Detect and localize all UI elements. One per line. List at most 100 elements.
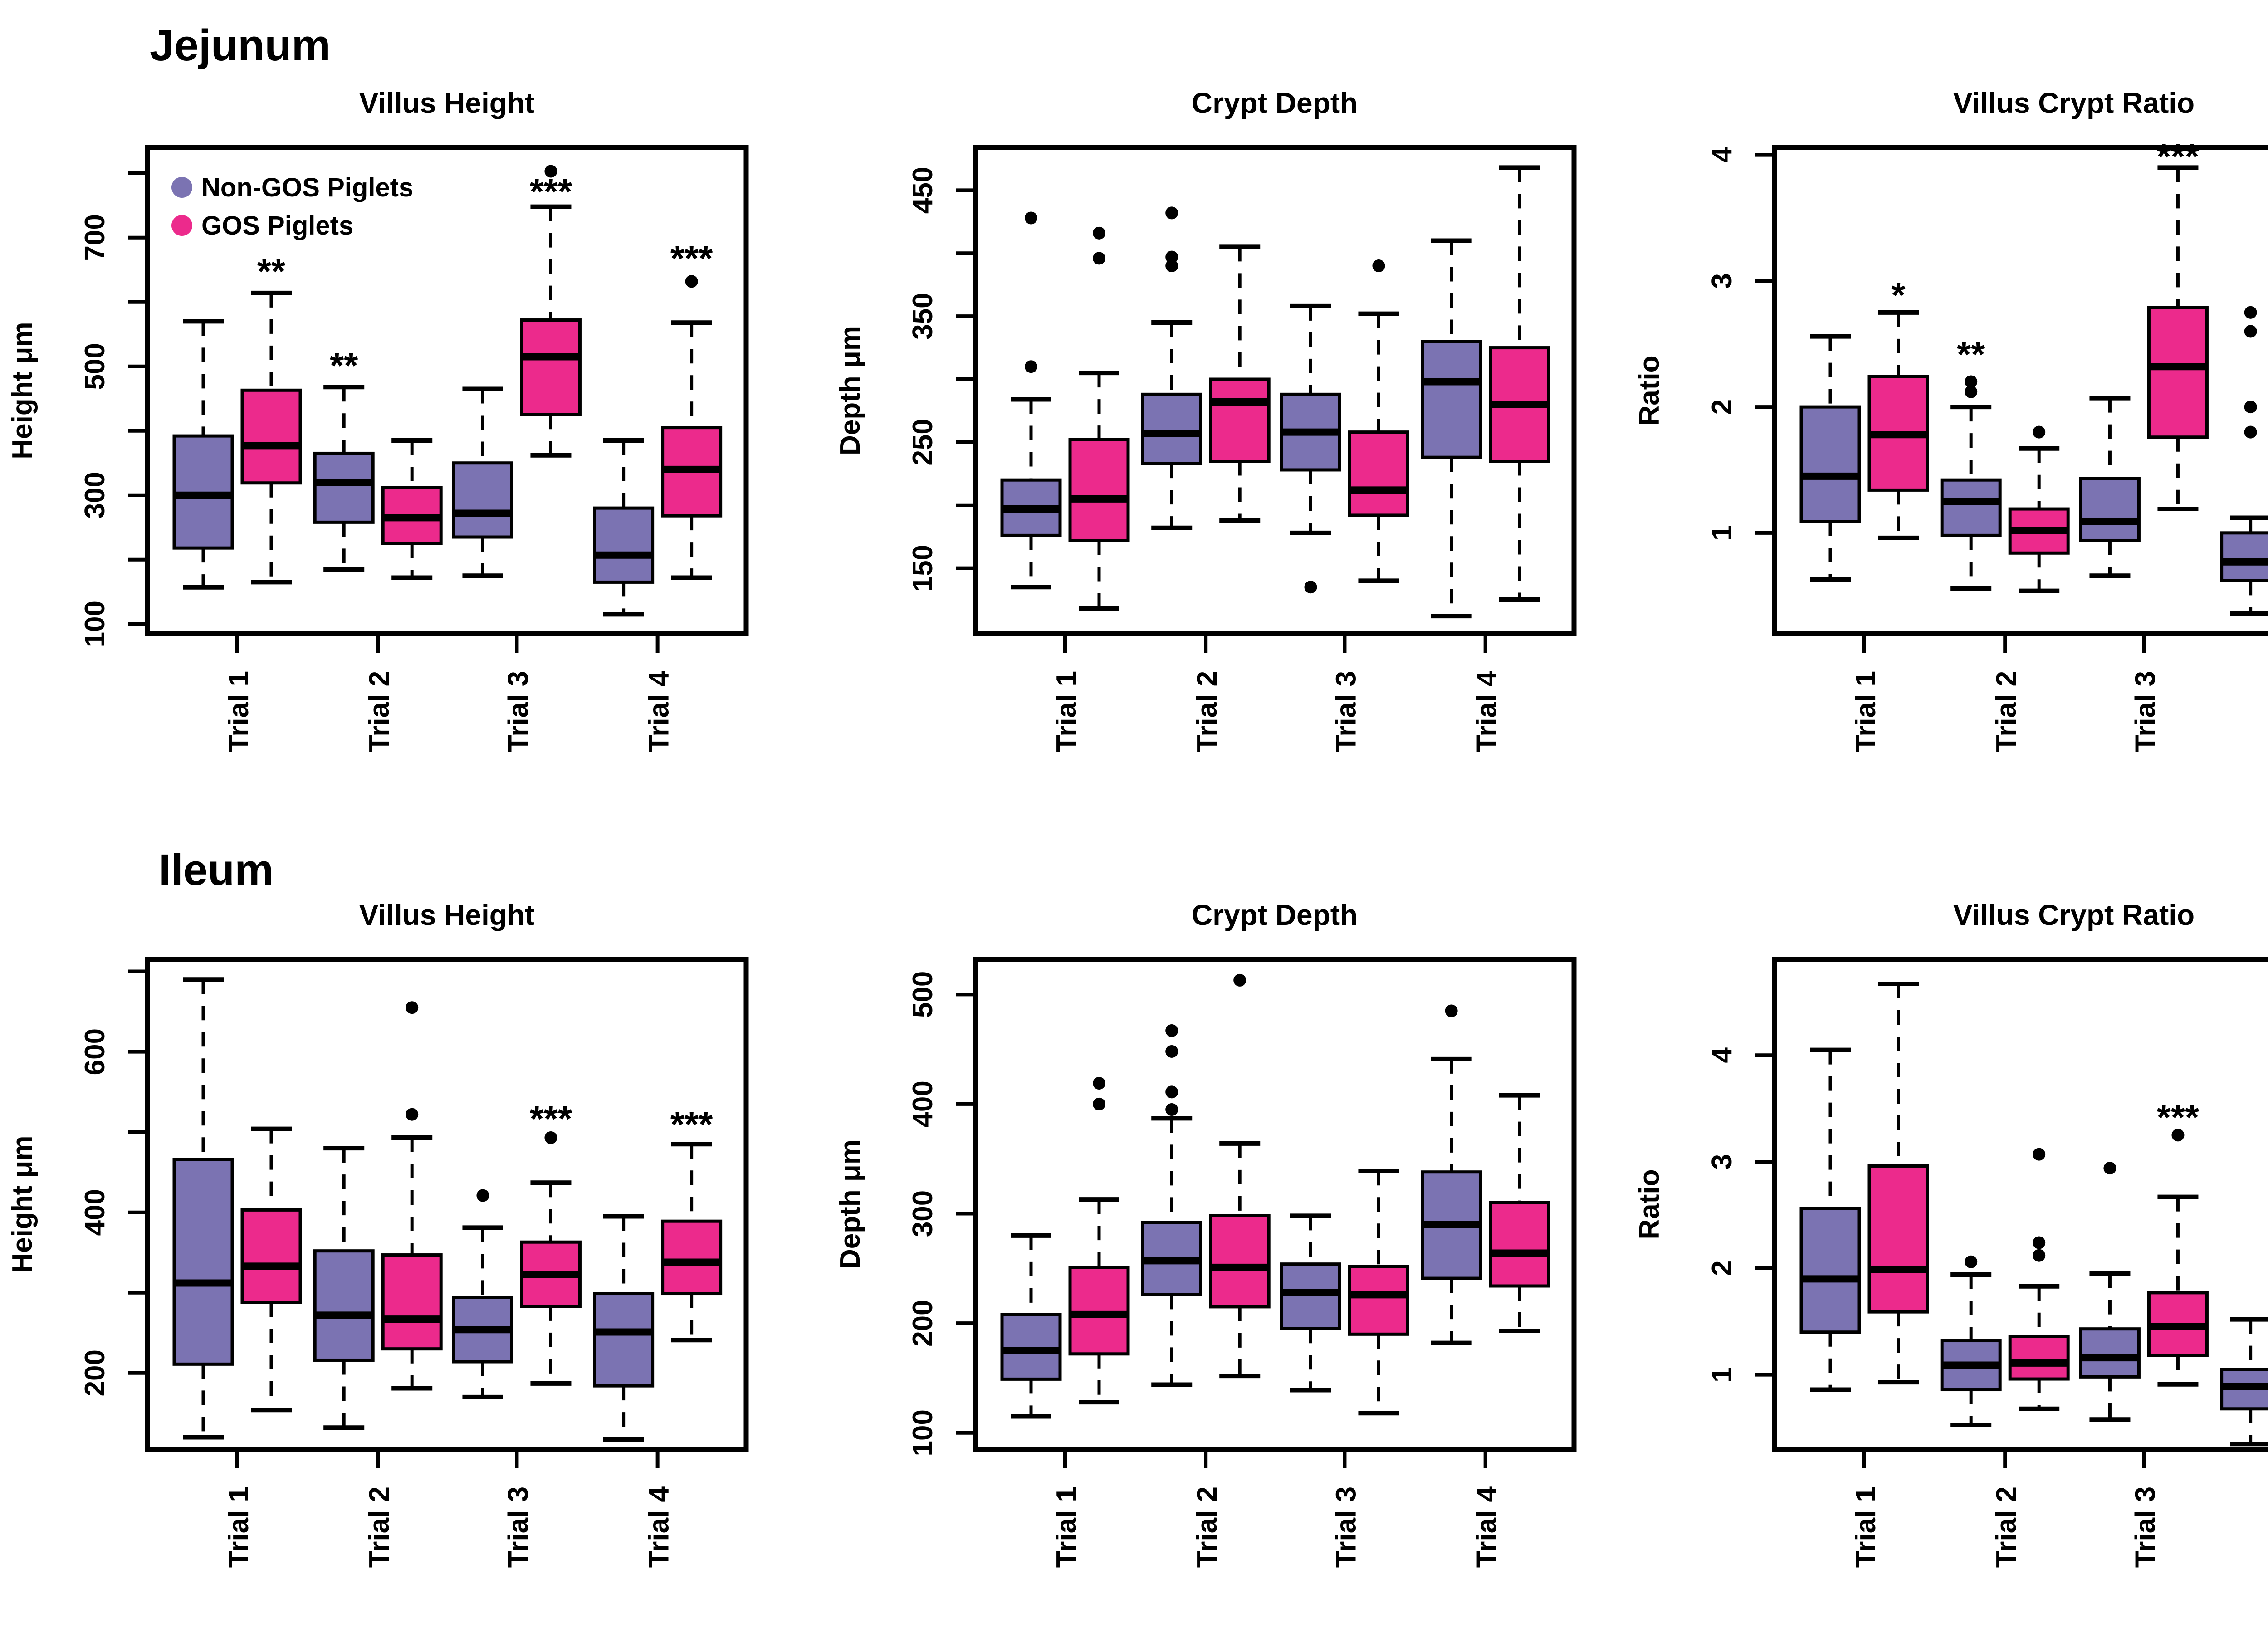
x-tick-label: Trial 3: [1330, 671, 1362, 752]
outlier-dot: [1965, 1255, 1978, 1268]
boxplot-ileum-crypt-depth-non-gos-piglets-trial-4: [1421, 1004, 1482, 1345]
significance-stars: **: [1957, 334, 1985, 374]
outlier-dot: [1165, 1103, 1178, 1116]
non-gos-dot-icon: [171, 177, 192, 198]
x-tick-label: Trial 2: [1192, 1486, 1223, 1568]
boxplot-ileum-villus-height-non-gos-piglets-trial-1: [172, 977, 234, 1440]
iqr-box: [381, 1253, 443, 1351]
outlier-dot: [1965, 385, 1978, 398]
iqr-box: [1799, 1207, 1861, 1334]
outlier-dot: [1372, 259, 1385, 273]
outlier-dot: [1093, 1097, 1105, 1110]
iqr-box: [1141, 392, 1202, 465]
outlier-dot: [1165, 259, 1178, 273]
iqr-box: [1000, 1313, 1062, 1381]
y-tick-label: 100: [79, 601, 111, 647]
outlier-dot: [1093, 252, 1105, 265]
outlier-dot: [685, 275, 698, 288]
iqr-box: [1068, 438, 1130, 542]
x-tick-label: Trial 2: [364, 1486, 395, 1568]
boxplot-jejunum-villus-crypt-ratio-non-gos-piglets-trial-1: [1799, 334, 1861, 582]
section-heading-ileum: Ileum: [159, 845, 274, 895]
boxplot-ileum-crypt-depth-gos-piglets-trial-2: [1209, 973, 1271, 1379]
boxplot-ileum-crypt-depth-gos-piglets-trial-4: [1489, 1093, 1550, 1334]
outlier-dot: [1025, 211, 1037, 225]
panel-title-jejunum-villus-height: Villus Height: [359, 87, 535, 119]
panel-title-ileum-crypt-depth: Crypt Depth: [1191, 899, 1358, 931]
y-tick-label: 4: [1706, 147, 1738, 163]
boxplot-jejunum-villus-height-gos-piglets-trial-3: ***: [520, 165, 582, 458]
y-tick-label: 400: [79, 1189, 111, 1236]
outlier-dot: [406, 1001, 419, 1014]
boxplot-ileum-villus-height-gos-piglets-trial-4: ***: [661, 1104, 723, 1343]
boxplot-ileum-crypt-depth-gos-piglets-trial-1: [1068, 1077, 1130, 1405]
panel-0-frame: [145, 145, 749, 636]
boxplot-jejunum-villus-crypt-ratio-non-gos-piglets-trial-4: [2220, 306, 2268, 616]
panel-2-frame: [1772, 145, 2268, 636]
iqr-box: [313, 1249, 375, 1362]
outlier-dot: [2171, 1129, 2185, 1142]
x-tick-label: Trial 3: [503, 671, 534, 752]
x-tick-label: Trial 3: [503, 1486, 534, 1568]
boxplot-ileum-villus-crypt-ratio-non-gos-piglets-trial-4: [2220, 1317, 2268, 1447]
boxplot-ileum-villus-height-non-gos-piglets-trial-2: [313, 1146, 375, 1430]
x-tick-label: Trial 2: [1991, 671, 2022, 752]
y-tick-label: 3: [1706, 1154, 1738, 1169]
significance-stars: **: [330, 345, 358, 386]
boxplot-jejunum-villus-crypt-ratio-gos-piglets-trial-3: ***: [2147, 136, 2209, 512]
y-tick-label: 350: [907, 293, 938, 339]
x-tick-label: Trial 4: [1471, 1486, 1503, 1568]
y-tick-label: 400: [907, 1081, 938, 1127]
iqr-box: [240, 1208, 302, 1304]
iqr-box: [1348, 1265, 1409, 1336]
iqr-box: [2008, 1335, 2070, 1381]
x-tick-label: Trial 1: [223, 1486, 254, 1568]
outlier-dot: [2033, 1148, 2046, 1161]
x-tick-label: Trial 3: [1330, 1486, 1362, 1568]
significance-stars: ***: [530, 171, 572, 212]
y-tick-label: 1: [1706, 525, 1738, 541]
iqr-box: [661, 1219, 723, 1296]
panel-1-frame: [973, 145, 1577, 636]
panel-4-frame: [973, 957, 1577, 1452]
iqr-box: [313, 451, 375, 524]
x-tick-label: Trial 4: [1471, 670, 1503, 752]
y-tick-label: 1: [1706, 1367, 1738, 1382]
panel-title-ileum-villus-crypt-ratio: Villus Crypt Ratio: [1953, 899, 2195, 931]
boxplot-jejunum-villus-height-gos-piglets-trial-2: [381, 438, 443, 580]
legend: Non-GOS Piglets GOS Piglets: [171, 173, 413, 240]
outlier-dot: [1165, 250, 1178, 264]
significance-stars: **: [257, 251, 286, 292]
boxplot-jejunum-villus-height-gos-piglets-trial-1: **: [240, 251, 302, 585]
panel-5-frame: [1772, 957, 2268, 1452]
outlier-dot: [1165, 1085, 1178, 1099]
outlier-dot: [2033, 1236, 2046, 1249]
boxplot-ileum-villus-crypt-ratio-gos-piglets-trial-3: ***: [2147, 1097, 2209, 1387]
boxplot-jejunum-villus-crypt-ratio-gos-piglets-trial-2: [2008, 425, 2070, 593]
iqr-box: [2079, 1327, 2141, 1379]
iqr-box: [2220, 531, 2268, 582]
boxplot-jejunum-villus-crypt-ratio-gos-piglets-trial-1: *: [1867, 275, 1929, 540]
y-tick-label: 200: [79, 1349, 111, 1396]
outlier-dot: [406, 1108, 419, 1121]
significance-stars: ***: [670, 238, 713, 279]
outlier-dot: [1165, 1024, 1178, 1037]
boxplot-jejunum-villus-height-gos-piglets-trial-4: ***: [661, 238, 723, 580]
outlier-dot: [1025, 360, 1037, 373]
iqr-box: [1280, 1262, 1341, 1330]
y-tick-label: 2: [1706, 399, 1738, 415]
iqr-box: [1799, 405, 1861, 523]
y-tick-label: 500: [907, 971, 938, 1018]
iqr-box: [240, 388, 302, 485]
boxplot-jejunum-crypt-depth-gos-piglets-trial-3: [1348, 259, 1409, 583]
boxplot-ileum-crypt-depth-non-gos-piglets-trial-3: [1280, 1213, 1341, 1393]
panel-title-ileum-villus-height: Villus Height: [359, 899, 535, 931]
x-tick-label: Trial 4: [644, 1486, 675, 1568]
gos-dot-icon: [171, 215, 192, 236]
y-tick-label: 600: [79, 1028, 111, 1075]
iqr-box: [1421, 340, 1482, 459]
boxplot-ileum-crypt-depth-non-gos-piglets-trial-2: [1141, 1024, 1202, 1387]
boxplot-jejunum-villus-height-non-gos-piglets-trial-3: [452, 386, 513, 578]
x-tick-label: Trial 1: [1850, 671, 1882, 752]
